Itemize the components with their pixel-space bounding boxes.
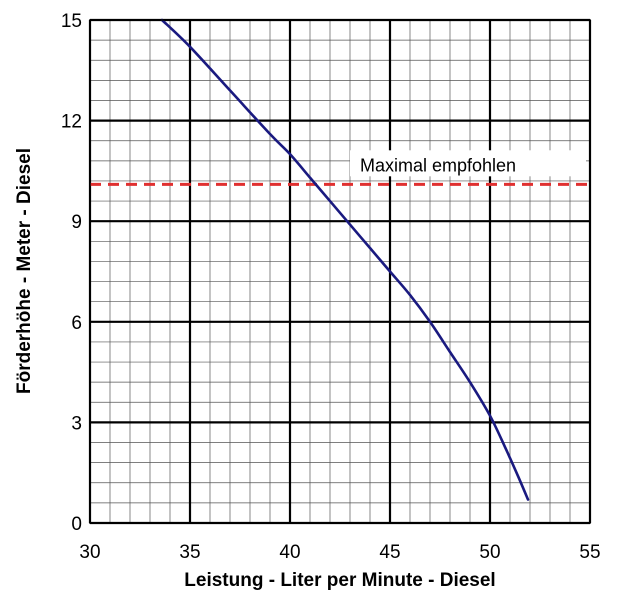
plot-border bbox=[89, 19, 591, 524]
y-tick-label: 12 bbox=[61, 112, 82, 133]
y-tick-label: 6 bbox=[71, 313, 82, 334]
reference-label-background bbox=[350, 150, 586, 177]
series-layer bbox=[160, 18, 530, 501]
reference-line-label: Maximal empfohlen bbox=[360, 155, 516, 175]
x-axis-title: Leistung - Liter per Minute - Diesel bbox=[184, 570, 495, 591]
x-tick-labels: 30 35 40 45 50 55 bbox=[79, 542, 600, 563]
x-tick-label: 30 bbox=[79, 542, 100, 563]
y-tick-label: 15 bbox=[61, 11, 82, 32]
x-tick-label: 35 bbox=[179, 542, 200, 563]
x-tick-label: 45 bbox=[379, 542, 400, 563]
y-axis-title: Förderhöhe - Meter - Diesel bbox=[14, 148, 35, 394]
x-tick-label: 50 bbox=[479, 542, 500, 563]
x-tick-label: 40 bbox=[279, 542, 300, 563]
x-tick-label: 55 bbox=[579, 542, 600, 563]
reference-lines: Maximal empfohlen bbox=[90, 150, 590, 186]
y-tick-label: 3 bbox=[71, 413, 82, 434]
y-tick-label: 0 bbox=[71, 514, 82, 535]
y-tick-labels: 0 3 6 9 12 15 bbox=[61, 11, 82, 535]
y-tick-label: 9 bbox=[71, 212, 82, 233]
series-line bbox=[160, 18, 530, 501]
plot-background bbox=[90, 20, 590, 523]
